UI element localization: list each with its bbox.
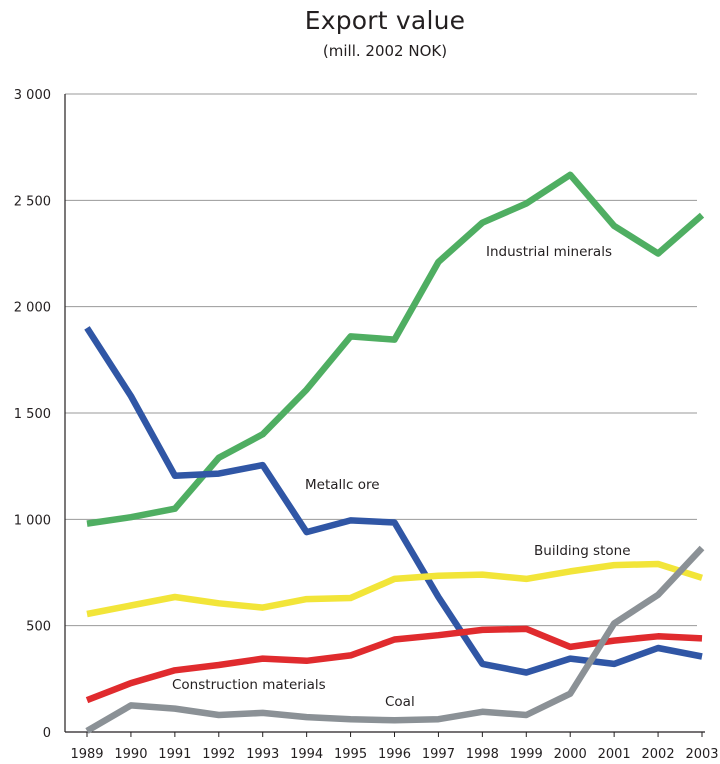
series-lines	[84, 171, 705, 734]
series-label: Coal	[385, 694, 415, 710]
series-line-2	[86, 560, 703, 618]
x-tick-label: 2003	[685, 747, 718, 762]
x-tick-label: 1991	[158, 747, 191, 762]
series-label: Building stone	[534, 543, 631, 559]
y-tick-label: 1 000	[14, 513, 51, 528]
y-tick-label: 2 500	[14, 194, 51, 209]
series-line-1	[84, 326, 703, 676]
x-tick-label: 1992	[202, 747, 235, 762]
x-axis-ticks: 1989 1990 1991 1992 1993 1994 1995 1996 1997 1998…	[70, 732, 719, 762]
y-tick-label: 2 000	[14, 301, 51, 316]
x-tick-label: 2000	[554, 747, 587, 762]
series-label: Industrial minerals	[486, 244, 612, 260]
y-tick-label: 3 000	[14, 88, 51, 103]
x-tick-label: 1990	[114, 747, 147, 762]
y-tick-label: 500	[26, 620, 51, 635]
x-tick-label: 1996	[378, 747, 411, 762]
y-tick-label: 0	[43, 726, 51, 741]
x-tick-label: 1994	[290, 747, 323, 762]
x-tick-label: 2002	[642, 747, 675, 762]
x-tick-label: 1997	[422, 747, 455, 762]
axes	[64, 94, 705, 733]
y-axis-ticks: 0 500 1 000 1 500 2 000 2 500 3 000	[14, 88, 51, 741]
series-line-0	[86, 171, 705, 527]
x-tick-label: 1999	[510, 747, 543, 762]
series-label: Metallc ore	[305, 477, 380, 493]
series-labels: Industrial minerals Metallc ore Building s…	[172, 244, 631, 710]
chart-title: Export value	[304, 6, 466, 35]
x-tick-label: 1995	[334, 747, 367, 762]
x-tick-label: 1993	[246, 747, 279, 762]
y-tick-label: 1 500	[14, 407, 51, 422]
x-tick-label: 1989	[70, 747, 103, 762]
x-tick-label: 2001	[598, 747, 631, 762]
series-label: Construction materials	[172, 677, 326, 693]
chart-subtitle: (mill. 2002 NOK)	[322, 42, 448, 60]
x-tick-label: 1998	[466, 747, 499, 762]
